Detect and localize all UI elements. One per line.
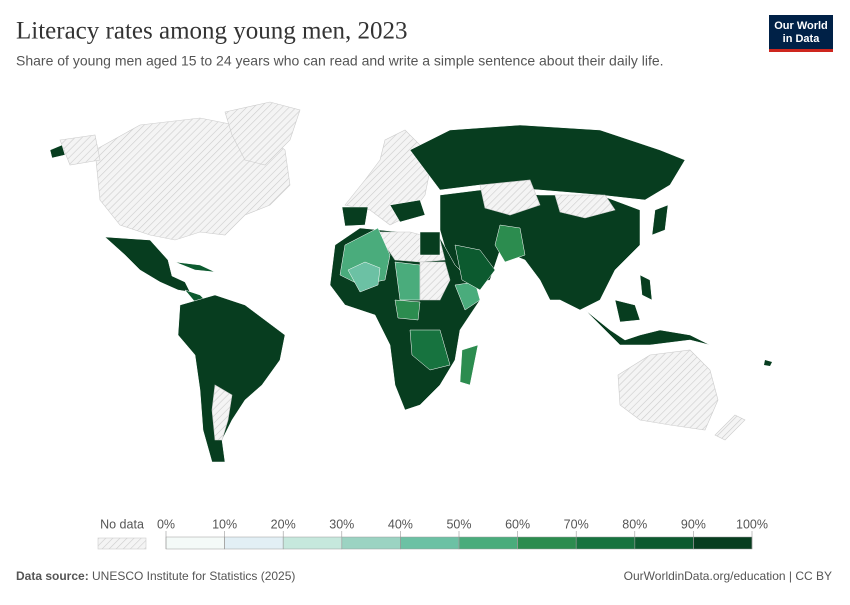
url: OurWorldinData.org/education | CC BY: [624, 569, 832, 583]
country: [409, 329, 451, 371]
country: [584, 309, 711, 346]
legend-no-data-label: No data: [100, 517, 144, 531]
legend-tick-label: 50%: [446, 517, 471, 531]
country: [454, 244, 496, 291]
country: [479, 179, 541, 216]
legend-bin: [165, 536, 225, 550]
country: [651, 204, 669, 236]
logo-text: Our World: [774, 20, 828, 32]
legend-tick-label: 100%: [736, 517, 768, 531]
country: [419, 261, 451, 301]
legend-tick-label: 0%: [157, 517, 175, 531]
country: [104, 236, 191, 293]
legend-tick-label: 80%: [622, 517, 647, 531]
country: [347, 261, 381, 293]
legend-tick-label: 20%: [271, 517, 296, 531]
source-label: Data source:: [16, 569, 89, 583]
logo-text: in Data: [783, 33, 821, 45]
logo[interactable]: Our World in Data: [769, 15, 833, 52]
country: [211, 384, 233, 441]
legend-bin: [575, 536, 636, 550]
legend-no-data-box: [97, 537, 147, 550]
country: [49, 144, 66, 159]
country: [617, 349, 719, 431]
logo-bar: [769, 49, 833, 52]
legend-tick-label: 90%: [681, 517, 706, 531]
legend-tick-label: 40%: [388, 517, 413, 531]
title: Literacy rates among young men, 2023: [16, 18, 408, 45]
country: [59, 134, 101, 166]
legend-bin: [400, 536, 460, 550]
country: [554, 194, 616, 219]
legend-tick-label: 30%: [329, 517, 354, 531]
country: [409, 124, 686, 201]
source: UNESCO Institute for Statistics (2025): [92, 569, 295, 583]
legend-tick-label: 60%: [505, 517, 530, 531]
country: [714, 414, 746, 441]
country: [389, 199, 426, 223]
legend-bin: [341, 536, 401, 550]
legend-bin: [224, 536, 284, 550]
country: [341, 206, 369, 227]
country: [764, 360, 772, 366]
legend-tick-label: 10%: [212, 517, 237, 531]
country: [494, 224, 526, 263]
legend: No data 0% 10% 20% 30% 40% 50% 60% 70% 80% 90% 100…: [97, 517, 768, 550]
country: [174, 261, 216, 273]
country: [459, 344, 479, 386]
country: [394, 299, 421, 321]
subtitle: Share of young men aged 15 to 24 years w…: [16, 53, 664, 69]
legend-bin: [634, 536, 694, 550]
country: [614, 299, 641, 323]
legend-tick-label: 70%: [564, 517, 589, 531]
country: [224, 101, 301, 166]
legend-bin: [282, 536, 343, 550]
legend-bin: [517, 536, 577, 550]
country: [419, 231, 441, 256]
logo-box: [769, 15, 833, 51]
legend-bin: [458, 536, 518, 550]
country: [177, 294, 286, 463]
world-map: [49, 101, 772, 463]
country: [639, 274, 653, 301]
legend-bin: [693, 536, 753, 550]
